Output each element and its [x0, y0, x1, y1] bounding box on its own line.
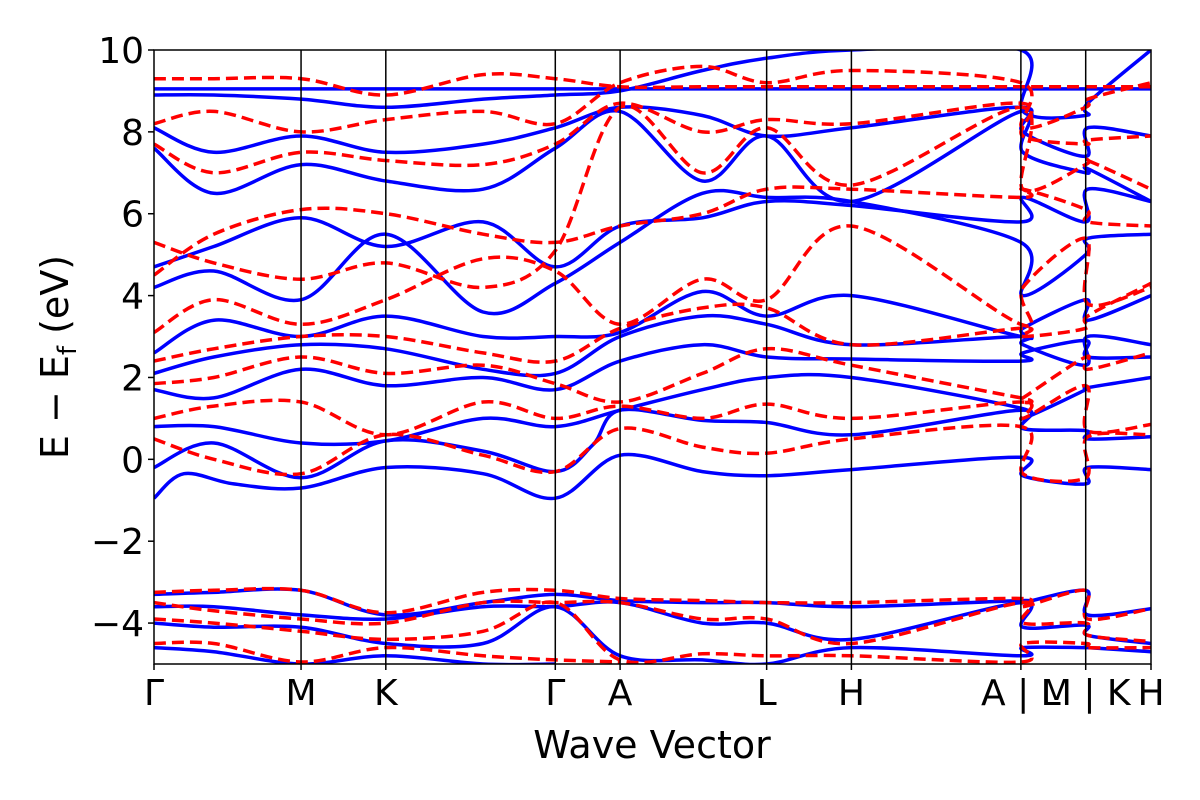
band-line	[154, 600, 1151, 664]
x-tick-label: K	[374, 673, 399, 714]
band-line	[154, 372, 1151, 447]
band-line	[154, 105, 1151, 159]
series-solid	[154, 50, 1151, 664]
x-tick-label: Γ	[545, 673, 565, 714]
y-axis: −4 −2 0 2 4 6 8 10	[91, 31, 154, 645]
y-tick-label: 0	[121, 440, 144, 481]
y-tick-label: −2	[91, 522, 144, 563]
x-tick-label: H	[1137, 673, 1164, 714]
y-tick-label: 8	[121, 113, 144, 154]
band-line	[154, 604, 1151, 664]
band-line	[154, 71, 1151, 97]
y-axis-title-main: E − E	[33, 355, 77, 459]
band-line	[154, 338, 1151, 401]
band-line	[154, 423, 1151, 484]
band-line	[154, 599, 1151, 646]
band-line	[154, 346, 1151, 405]
band-line	[154, 101, 1151, 175]
x-axis-title: Wave Vector	[533, 723, 771, 767]
series-dashed	[154, 64, 1151, 664]
plot-frame	[153, 49, 1152, 665]
high-symmetry-lines	[300, 50, 1087, 664]
y-tick-label: 6	[121, 195, 144, 236]
band-line	[154, 313, 1151, 378]
band-line	[154, 64, 1151, 134]
band-line	[154, 289, 1151, 355]
band-line	[154, 186, 1151, 269]
x-tick-label: A | L	[981, 673, 1061, 714]
band-line	[154, 185, 1151, 277]
y-tick-label: 2	[121, 358, 144, 399]
band-line	[154, 188, 1151, 316]
band-line	[154, 224, 1151, 334]
y-tick-label: 10	[98, 31, 144, 72]
band-line	[154, 452, 1151, 501]
band-line	[154, 104, 1151, 290]
band-line	[154, 600, 1151, 646]
y-tick-label: 4	[121, 277, 144, 318]
x-tick-label: M | K	[1041, 673, 1132, 714]
x-tick-label: A	[608, 673, 633, 714]
band-line	[154, 108, 1151, 204]
band-line	[154, 281, 1151, 364]
band-line	[154, 645, 556, 664]
y-axis-title: E − Ef (eV)	[33, 255, 83, 459]
bands-layer	[154, 50, 1151, 664]
y-axis-title-sub: f	[53, 345, 83, 355]
x-tick-label: M	[286, 673, 317, 714]
band-line	[154, 383, 1151, 437]
x-tick-label: Γ	[144, 673, 164, 714]
x-tick-label: H	[838, 673, 865, 714]
band-line	[154, 586, 1151, 622]
x-tick-label: L	[757, 673, 777, 714]
y-tick-label: −4	[91, 604, 144, 645]
y-axis-title-unit: (eV)	[33, 255, 77, 346]
